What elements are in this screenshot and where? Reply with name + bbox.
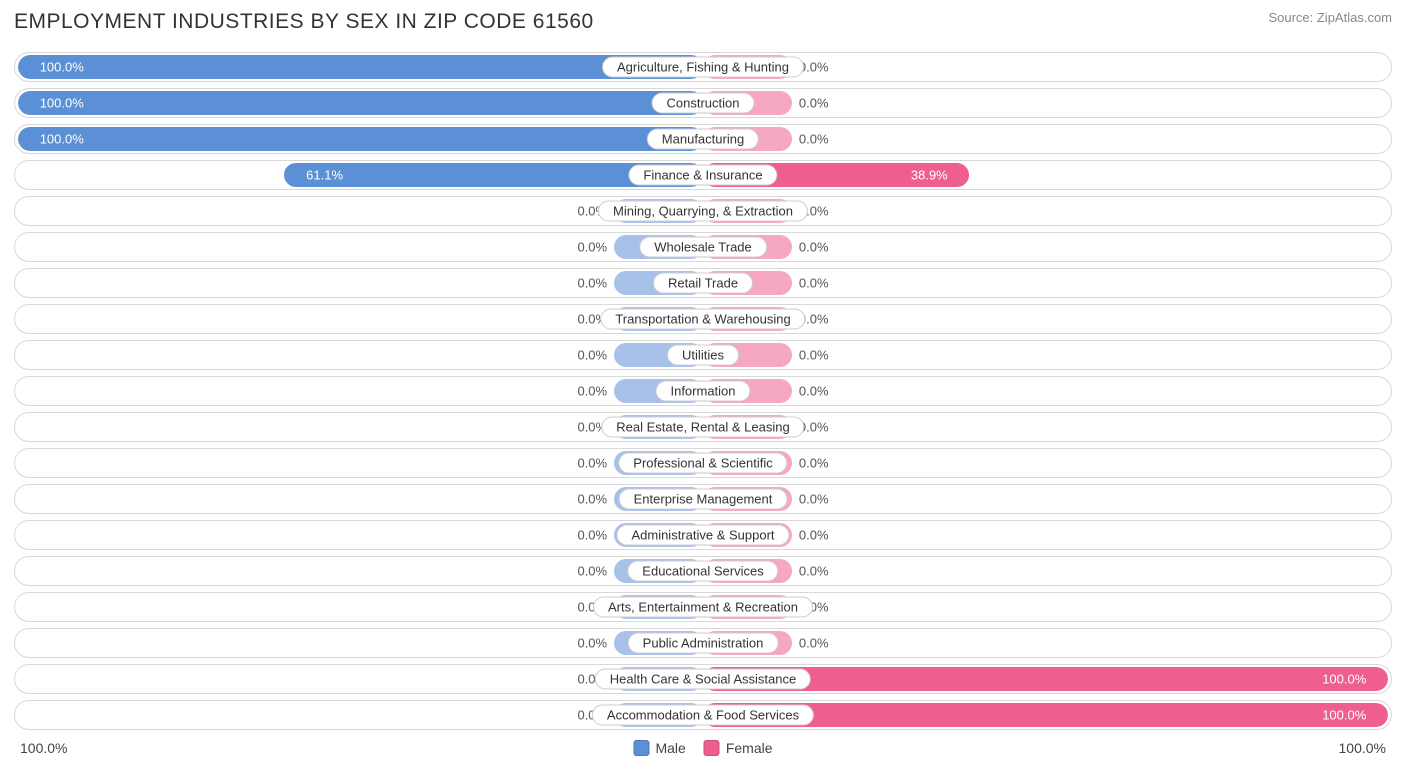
pct-male: 0.0% xyxy=(577,528,607,543)
pct-female: 38.9% xyxy=(911,168,956,183)
chart-footer: 100.0% Male Female 100.0% xyxy=(14,736,1392,760)
pct-male: 0.0% xyxy=(577,276,607,291)
category-label: Retail Trade xyxy=(653,273,753,294)
chart-row: 0.0% 0.0% Enterprise Management xyxy=(14,484,1392,514)
diverging-bar-chart: 100.0%0.0%Agriculture, Fishing & Hunting… xyxy=(14,52,1392,730)
pct-male: 0.0% xyxy=(577,564,607,579)
category-label: Enterprise Management xyxy=(619,489,788,510)
chart-row: 100.0%0.0%Agriculture, Fishing & Hunting xyxy=(14,52,1392,82)
category-label: Real Estate, Rental & Leasing xyxy=(601,417,804,438)
pct-male: 0.0% xyxy=(577,384,607,399)
chart-source: Source: ZipAtlas.com xyxy=(1268,10,1392,25)
chart-row: 100.0% 0.0% Manufacturing xyxy=(14,124,1392,154)
chart-row: 0.0% 0.0% Educational Services xyxy=(14,556,1392,586)
legend-label-female: Female xyxy=(726,740,773,756)
chart-title: EMPLOYMENT INDUSTRIES BY SEX IN ZIP CODE… xyxy=(14,10,594,34)
legend-label-male: Male xyxy=(655,740,685,756)
category-label: Manufacturing xyxy=(647,129,759,150)
chart-row: 100.0% 0.0% Construction xyxy=(14,88,1392,118)
category-label: Arts, Entertainment & Recreation xyxy=(593,597,813,618)
pct-male: 0.0% xyxy=(577,636,607,651)
bar-male xyxy=(18,127,703,151)
category-label: Transportation & Warehousing xyxy=(600,309,805,330)
legend-item-male: Male xyxy=(633,740,685,756)
pct-female: 0.0% xyxy=(799,456,829,471)
pct-male: 0.0% xyxy=(577,492,607,507)
pct-male: 100.0% xyxy=(32,60,84,75)
category-label: Agriculture, Fishing & Hunting xyxy=(602,57,804,78)
pct-female: 100.0% xyxy=(1322,672,1374,687)
pct-female: 0.0% xyxy=(799,348,829,363)
chart-row: 0.0%0.0%Arts, Entertainment & Recreation xyxy=(14,592,1392,622)
category-label: Professional & Scientific xyxy=(618,453,787,474)
pct-female: 0.0% xyxy=(799,132,829,147)
chart-row: 61.1% 38.9% Finance & Insurance xyxy=(14,160,1392,190)
category-label: Accommodation & Food Services xyxy=(592,705,814,726)
legend-swatch-male xyxy=(633,740,649,756)
pct-male: 61.1% xyxy=(298,168,343,183)
pct-male: 0.0% xyxy=(577,348,607,363)
chart-header: EMPLOYMENT INDUSTRIES BY SEX IN ZIP CODE… xyxy=(14,10,1392,34)
category-label: Information xyxy=(655,381,750,402)
bar-male xyxy=(18,91,703,115)
chart-row: 0.0%100.0%Health Care & Social Assistanc… xyxy=(14,664,1392,694)
chart-row: 0.0% 0.0% Administrative & Support xyxy=(14,520,1392,550)
chart-row: 0.0% 0.0% Retail Trade xyxy=(14,268,1392,298)
legend: Male Female xyxy=(633,740,772,756)
axis-label-right: 100.0% xyxy=(1339,740,1386,756)
category-label: Construction xyxy=(652,93,755,114)
category-label: Health Care & Social Assistance xyxy=(595,669,811,690)
pct-male: 0.0% xyxy=(577,456,607,471)
chart-row: 0.0%0.0%Transportation & Warehousing xyxy=(14,304,1392,334)
category-label: Administrative & Support xyxy=(616,525,789,546)
legend-item-female: Female xyxy=(704,740,773,756)
category-label: Mining, Quarrying, & Extraction xyxy=(598,201,808,222)
chart-row: 0.0%0.0%Mining, Quarrying, & Extraction xyxy=(14,196,1392,226)
pct-female: 0.0% xyxy=(799,564,829,579)
chart-row: 0.0%0.0%Real Estate, Rental & Leasing xyxy=(14,412,1392,442)
chart-row: 0.0% 0.0% Information xyxy=(14,376,1392,406)
pct-female: 0.0% xyxy=(799,492,829,507)
chart-row: 0.0%100.0%Accommodation & Food Services xyxy=(14,700,1392,730)
pct-female: 0.0% xyxy=(799,636,829,651)
chart-row: 0.0% 0.0% Utilities xyxy=(14,340,1392,370)
pct-female: 0.0% xyxy=(799,384,829,399)
category-label: Public Administration xyxy=(628,633,779,654)
category-label: Educational Services xyxy=(627,561,778,582)
pct-female: 100.0% xyxy=(1322,708,1374,723)
category-label: Finance & Insurance xyxy=(628,165,777,186)
chart-row: 0.0% 0.0% Wholesale Trade xyxy=(14,232,1392,262)
category-label: Utilities xyxy=(667,345,739,366)
pct-female: 0.0% xyxy=(799,528,829,543)
axis-label-left: 100.0% xyxy=(20,740,67,756)
pct-male: 100.0% xyxy=(32,96,84,111)
pct-male: 0.0% xyxy=(577,240,607,255)
pct-male: 100.0% xyxy=(32,132,84,147)
pct-female: 0.0% xyxy=(799,96,829,111)
category-label: Wholesale Trade xyxy=(639,237,767,258)
pct-female: 0.0% xyxy=(799,240,829,255)
chart-row: 0.0% 0.0% Public Administration xyxy=(14,628,1392,658)
chart-row: 0.0% 0.0% Professional & Scientific xyxy=(14,448,1392,478)
pct-female: 0.0% xyxy=(799,276,829,291)
legend-swatch-female xyxy=(704,740,720,756)
bar-male xyxy=(18,55,703,79)
